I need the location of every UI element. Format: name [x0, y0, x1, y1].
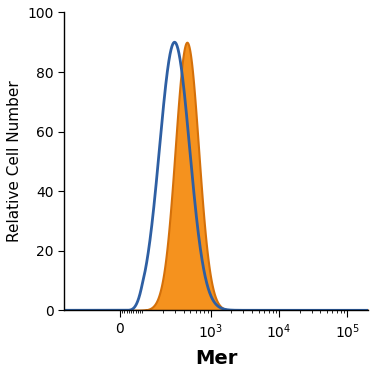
- Y-axis label: Relative Cell Number: Relative Cell Number: [7, 81, 22, 242]
- X-axis label: Mer: Mer: [195, 349, 237, 368]
